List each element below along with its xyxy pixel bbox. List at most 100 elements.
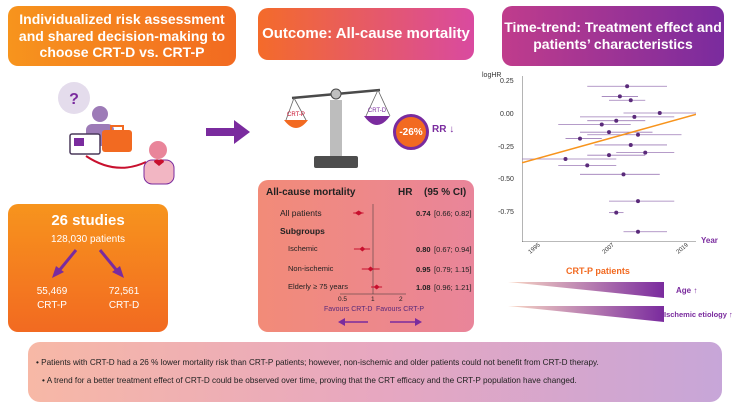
heart-icon	[154, 159, 164, 166]
forest-estimate-diamond	[367, 266, 374, 272]
row-label-ischemic: Ischemic	[288, 244, 318, 253]
trend-x-tick-1: 2007	[601, 242, 616, 256]
decision-making-illustration: ?	[58, 82, 175, 185]
trend-point	[614, 210, 619, 215]
trend-point	[636, 132, 640, 137]
outcome-banner: Outcome: All-cause mortality	[258, 8, 474, 60]
row-label-non-ischemic: Non-ischemic	[288, 264, 334, 273]
crtd-label: CRT-D	[108, 300, 140, 311]
ci-value-ischemic: [0.67; 0.94]	[434, 245, 472, 254]
summary-text-2: A trend for a better treatment effect of…	[46, 376, 577, 385]
forest-estimate-diamond	[354, 210, 363, 216]
trend-ylabel: logHR	[482, 72, 502, 79]
stethoscope-icon	[85, 155, 147, 169]
split-arrows-icon	[52, 249, 124, 278]
studies-box: 26 studies 128,030 patients 55,469 CRT-P…	[8, 204, 168, 332]
rr-label: RR	[432, 124, 447, 135]
age-label: Age	[676, 286, 692, 295]
summary-line-1: • Patients with CRT-D had a 26 % lower m…	[36, 358, 599, 367]
trend-xlabel: Year	[701, 236, 718, 245]
forest-estimate-diamond	[373, 284, 380, 290]
trend-point	[563, 157, 568, 161]
trend-y-tick-2: -0.25	[498, 144, 514, 151]
trend-point	[607, 130, 611, 135]
rr-down-arrow-icon: ↓	[449, 124, 455, 135]
thought-bubble-icon	[58, 82, 90, 114]
trend-y-tick-4: -0.75	[498, 209, 514, 216]
row-label-all: All patients	[280, 208, 322, 218]
crtp-label: CRT-P	[37, 300, 67, 311]
forest-tick-1: 1	[371, 296, 375, 303]
forest-tick-2: 2	[399, 296, 403, 303]
forest-title: All-cause mortality	[266, 187, 356, 198]
trend-x-tick-2: 2019	[675, 242, 690, 256]
trend-point	[628, 142, 633, 147]
hr-value-ischemic: 0.80	[416, 245, 431, 254]
trend-point	[614, 118, 619, 123]
trend-x-tick-0: 1995	[527, 242, 542, 256]
crtd-count: 72,561	[108, 286, 140, 297]
patient-icon	[143, 141, 175, 185]
trend-point	[636, 199, 640, 204]
summary-text-1: Patients with CRT-D had a 26 % lower mor…	[41, 358, 599, 367]
crtd-pan-label: CRT-D	[368, 108, 387, 114]
forest-tick-05: 0.5	[338, 296, 348, 303]
favours-crtd-label: Favours CRT-D	[324, 306, 373, 313]
trend-point	[643, 150, 648, 155]
subgroups-label: Subgroups	[280, 226, 325, 236]
rr-value: -26%	[399, 126, 423, 138]
crtp-count: 55,469	[36, 286, 68, 297]
summary-box: • Patients with CRT-D had a 26 % lower m…	[28, 342, 722, 402]
crtp-patients-title: CRT-P patients	[566, 266, 630, 276]
studies-count: 26 studies	[51, 212, 125, 229]
balance-scale-icon: CRT-P CRT-D	[284, 88, 391, 168]
trend-point	[657, 111, 662, 116]
patients-total: 128,030 patients	[51, 234, 125, 245]
trend-fit-line	[522, 113, 696, 164]
trend-point	[636, 229, 640, 234]
age-label-group: Age ↑	[676, 286, 697, 295]
age-wedge	[508, 282, 664, 298]
tablet-icon	[69, 133, 101, 155]
ci-header: (95 % CI)	[424, 187, 467, 198]
rr-label-group: RR ↓	[432, 124, 454, 135]
crtp-pan	[284, 120, 308, 128]
trend-point	[578, 136, 582, 141]
ci-value-elderly: [0.96; 1.21]	[434, 283, 472, 292]
trend-point	[628, 98, 633, 103]
trend-point	[585, 163, 590, 168]
trend-point	[632, 114, 637, 119]
ischemic-label-group: Ischemic etiology ↑	[664, 310, 733, 319]
hr-value-non-ischemic: 0.95	[416, 265, 431, 274]
crtp-pan-label: CRT-P	[287, 112, 305, 118]
ci-value-non-ischemic: [0.79; 1.15]	[434, 265, 472, 274]
forest-plot-graphic	[340, 204, 406, 295]
hr-value-elderly: 1.08	[416, 283, 431, 292]
hr-value-all: 0.74	[416, 209, 431, 218]
trend-point	[625, 84, 630, 89]
ischemic-label: Ischemic etiology	[664, 310, 727, 319]
trend-y-tick-3: -0.50	[498, 176, 514, 183]
favours-arrows-icon	[338, 318, 422, 326]
decision-banner: Individualized risk assessment and share…	[8, 6, 236, 66]
forest-estimate-diamond	[359, 246, 366, 252]
summary-line-2: • A trend for a better treatment effect …	[42, 376, 577, 385]
forest-plot-panel: All-cause mortality HR (95 % CI) All pat…	[258, 180, 474, 332]
trend-y-tick-1: 0.00	[500, 111, 514, 118]
trend-scatter-chart	[522, 76, 696, 242]
trend-y-tick-0: 0.25	[500, 78, 514, 85]
trend-point	[617, 94, 622, 99]
ischemic-wedge	[508, 306, 664, 322]
hr-header: HR	[398, 187, 413, 198]
trend-point	[607, 153, 611, 158]
question-mark-icon: ?	[69, 91, 79, 108]
rr-badge: -26%	[393, 114, 429, 150]
briefcase-icon	[102, 125, 132, 152]
right-arrow-icon	[206, 120, 250, 144]
ci-value-all: [0.66; 0.82]	[434, 209, 472, 218]
ischemic-up-arrow-icon: ↑	[729, 310, 733, 319]
characteristics-wedges	[508, 282, 664, 322]
crtd-pan	[364, 116, 390, 125]
favours-crtp-label: Favours CRT-P	[376, 306, 425, 313]
trend-point	[599, 122, 604, 127]
